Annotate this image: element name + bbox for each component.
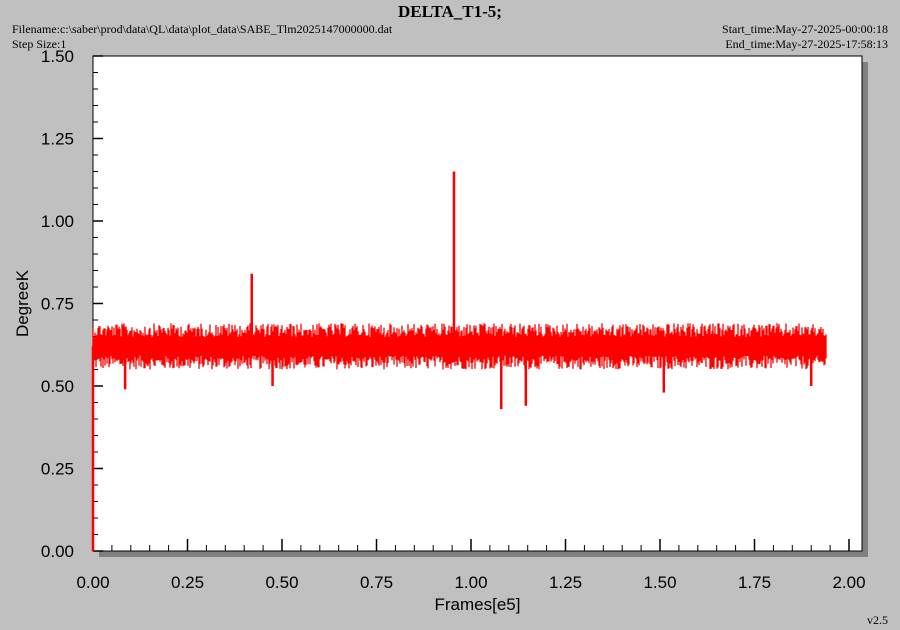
x-axis-label: Frames[e5] (435, 595, 521, 614)
series-group (91, 171, 827, 551)
y-tick-label: 1.50 (41, 47, 74, 66)
x-axis-tick-labels: 0.00 0.25 0.50 0.75 1.00 1.25 1.50 1.75 2.00 (76, 573, 865, 592)
x-tick-label: 0.50 (265, 573, 298, 592)
y-tick-label: 0.75 (41, 295, 74, 314)
y-tick-label: 0.25 (41, 460, 74, 479)
x-tick-label: 1.25 (549, 573, 582, 592)
version-label: v2.5 (867, 613, 888, 627)
filename-label: Filename:c:\saber\prod\data\QL\data\plot… (12, 22, 393, 36)
y-tick-label: 1.25 (41, 130, 74, 149)
x-tick-label: 0.25 (171, 573, 204, 592)
x-tick-label: 0.75 (360, 573, 393, 592)
plot-area (92, 55, 863, 552)
y-tick-label: 1.00 (41, 212, 74, 231)
x-tick-label: 1.50 (643, 573, 676, 592)
start-time-label: Start_time:May-27-2025-00:00:18 (722, 22, 888, 36)
chart-title: DELTA_T1-5; (398, 2, 502, 21)
step-size-label: Step Size:1 (12, 37, 67, 51)
y-axis-label: DegreeK (13, 269, 32, 337)
x-tick-label: 0.00 (76, 573, 109, 592)
y-tick-label: 0.00 (41, 542, 74, 561)
x-tick-label: 1.75 (738, 573, 771, 592)
series-band (92, 323, 827, 370)
end-time-label: End_time:May-27-2025-17:58:13 (725, 37, 888, 51)
y-tick-label: 0.50 (41, 377, 74, 396)
y-axis-tick-labels: 0.00 0.25 0.50 0.75 1.00 1.25 1.50 (41, 47, 74, 561)
x-tick-label: 1.00 (454, 573, 487, 592)
x-tick-label: 2.00 (832, 573, 865, 592)
